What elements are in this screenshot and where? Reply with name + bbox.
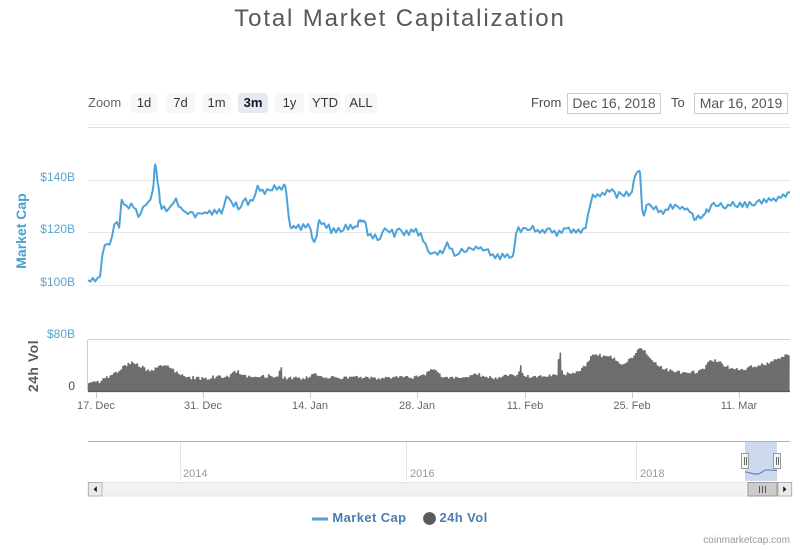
svg-text:$120B: $120B	[40, 222, 75, 236]
svg-text:Market Cap: Market Cap	[13, 193, 29, 268]
svg-text:31. Dec: 31. Dec	[184, 400, 222, 412]
svg-text:14. Jan: 14. Jan	[292, 400, 328, 412]
svg-text:11. Mar: 11. Mar	[721, 400, 758, 412]
svg-text:25. Feb: 25. Feb	[613, 400, 650, 412]
svg-text:11. Feb: 11. Feb	[507, 400, 544, 412]
svg-text:17. Dec: 17. Dec	[77, 400, 115, 412]
svg-text:2014: 2014	[183, 468, 207, 480]
svg-text:$80B: $80B	[47, 327, 75, 341]
svg-text:0: 0	[68, 379, 75, 393]
svg-text:24h Vol: 24h Vol	[25, 340, 41, 392]
svg-text:28. Jan: 28. Jan	[399, 400, 435, 412]
svg-text:2016: 2016	[410, 468, 434, 480]
svg-text:2018: 2018	[640, 468, 664, 480]
svg-text:$100B: $100B	[40, 275, 75, 289]
svg-text:$140B: $140B	[40, 170, 75, 184]
